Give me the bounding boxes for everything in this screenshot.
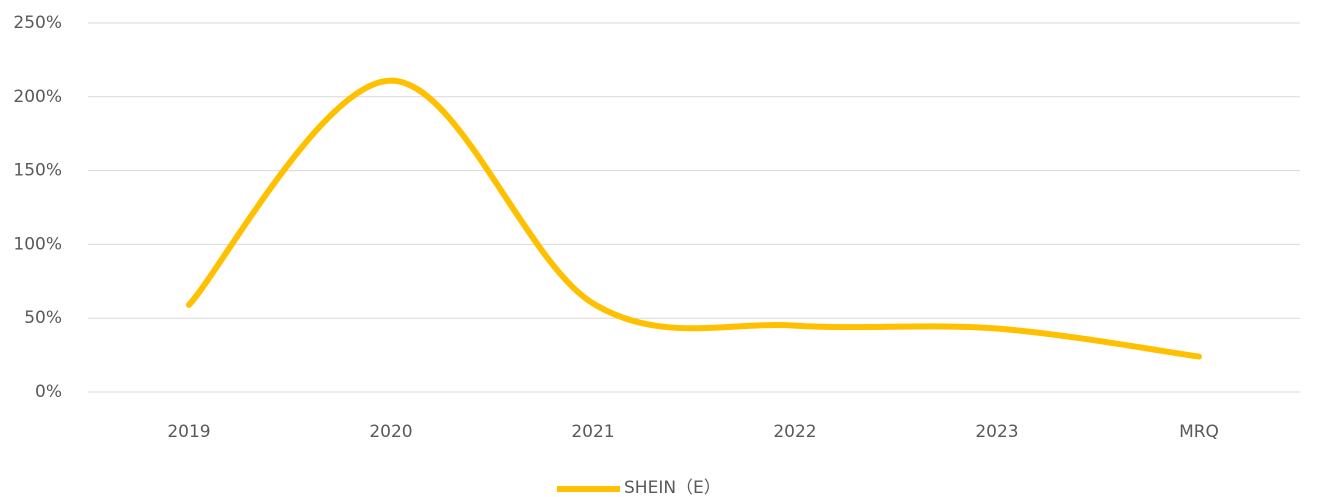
y-tick-label: 50% [24,308,62,328]
x-tick-label: MRQ [1179,422,1219,442]
y-tick-label: 150% [13,161,62,181]
y-tick-label: 0% [35,382,62,402]
x-tick-label: 2020 [369,422,412,442]
y-tick-label: 250% [13,13,62,33]
x-tick-label: 2022 [773,422,816,442]
legend-label: SHEIN（E） [624,478,721,497]
x-tick-label: 2023 [975,422,1018,442]
y-tick-label: 100% [13,234,62,254]
data-line [186,77,1202,360]
x-tick-label: 2019 [167,422,210,442]
y-tick-label: 200% [13,87,62,107]
x-tick-label: 2021 [571,422,614,442]
